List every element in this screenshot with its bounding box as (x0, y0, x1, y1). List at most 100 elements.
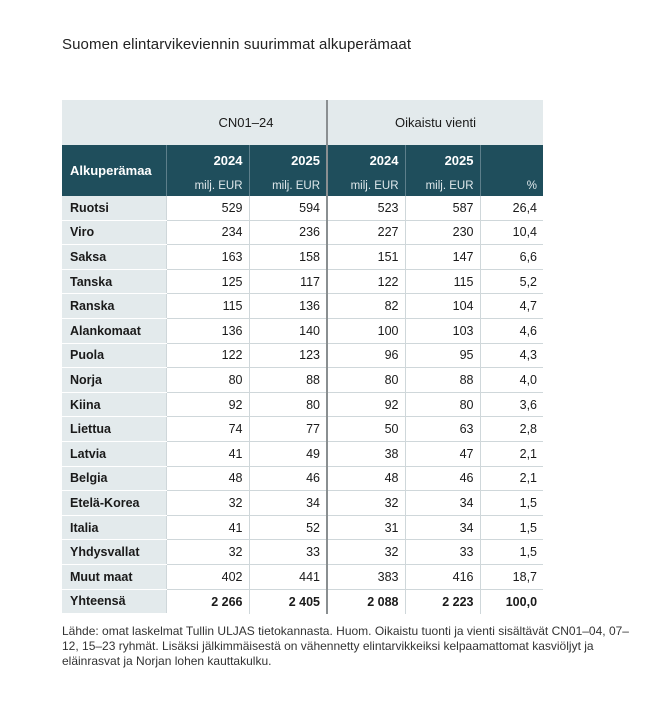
row-header-country: Alkuperämaa (62, 145, 166, 196)
value-cell: 74 (165, 416, 249, 442)
table-row: Etelä-Korea 32 34 32 34 1,5 (62, 490, 544, 516)
country-name: Yhdysvallat (62, 539, 166, 565)
group-header-empty (62, 100, 166, 145)
table-row: Latvia 41 49 38 47 2,1 (62, 441, 544, 467)
unit-header: milj. EUR (248, 176, 327, 196)
value-cell: 33 (404, 539, 480, 565)
table-row: Viro 234 236 227 230 10,4 (62, 220, 544, 246)
group-header-adjusted: Oikaistu vienti (325, 100, 544, 145)
table-row: Italia 41 52 31 34 1,5 (62, 515, 544, 541)
total-row: Yhteensä 2 266 2 405 2 088 2 223 100,0 (62, 589, 544, 615)
value-cell: 2,1 (479, 466, 544, 492)
value-cell: 48 (165, 466, 249, 492)
value-cell: 402 (165, 564, 249, 590)
unit-header: % (479, 176, 544, 196)
value-cell: 151 (326, 244, 405, 270)
unit-header: milj. EUR (326, 176, 405, 196)
value-cell: 77 (248, 416, 327, 442)
value-cell: 123 (248, 343, 327, 369)
value-cell: 2,8 (479, 416, 544, 442)
country-name: Saksa (62, 244, 166, 270)
country-name: Italia (62, 515, 166, 541)
value-cell: 34 (404, 515, 480, 541)
value-cell: 117 (248, 269, 327, 295)
value-cell: 523 (326, 196, 405, 221)
value-cell: 104 (404, 293, 480, 319)
table-row: Ruotsi 529 594 523 587 26,4 (62, 196, 544, 221)
value-cell: 1,5 (479, 515, 544, 541)
value-cell: 103 (404, 318, 480, 344)
value-cell: 32 (326, 490, 405, 516)
value-cell: 92 (326, 392, 405, 418)
value-cell: 100 (326, 318, 405, 344)
value-cell: 587 (404, 196, 480, 221)
value-cell: 6,6 (479, 244, 544, 270)
country-name: Norja (62, 367, 166, 393)
value-cell: 2 405 (248, 589, 327, 614)
value-cell: 115 (404, 269, 480, 295)
value-cell: 122 (326, 269, 405, 295)
export-table: CN01–24 Oikaistu vienti Alkuperämaa 2024… (62, 100, 544, 615)
value-cell: 2 223 (404, 589, 480, 614)
value-cell: 234 (165, 220, 249, 246)
value-cell: 529 (165, 196, 249, 221)
value-cell: 63 (404, 416, 480, 442)
value-cell: 38 (326, 441, 405, 467)
value-cell: 136 (165, 318, 249, 344)
value-cell: 4,7 (479, 293, 544, 319)
value-cell: 96 (326, 343, 405, 369)
value-cell: 115 (165, 293, 249, 319)
country-name: Kiina (62, 392, 166, 418)
table-row: Yhdysvallat 32 33 32 33 1,5 (62, 539, 544, 565)
value-cell: 158 (248, 244, 327, 270)
value-cell: 48 (326, 466, 405, 492)
value-cell: 88 (404, 367, 480, 393)
unit-header: milj. EUR (165, 176, 249, 196)
value-cell: 2,1 (479, 441, 544, 467)
value-cell: 95 (404, 343, 480, 369)
value-cell: 80 (248, 392, 327, 418)
value-cell: 4,3 (479, 343, 544, 369)
value-cell: 4,6 (479, 318, 544, 344)
value-cell: 32 (165, 490, 249, 516)
value-cell: 227 (326, 220, 405, 246)
unit-header: milj. EUR (404, 176, 480, 196)
value-cell: 26,4 (479, 196, 544, 221)
value-cell: 140 (248, 318, 327, 344)
value-cell: 230 (404, 220, 480, 246)
year-header: 2024 (165, 145, 249, 176)
value-cell: 46 (404, 466, 480, 492)
value-cell: 1,5 (479, 539, 544, 565)
year-header: 2025 (248, 145, 327, 176)
value-cell: 32 (326, 539, 405, 565)
value-cell: 92 (165, 392, 249, 418)
value-cell: 82 (326, 293, 405, 319)
value-cell: 88 (248, 367, 327, 393)
value-cell: 136 (248, 293, 327, 319)
value-cell: 33 (248, 539, 327, 565)
country-name: Etelä-Korea (62, 490, 166, 516)
group-header-row: CN01–24 Oikaistu vienti (62, 100, 544, 145)
table-row: Belgia 48 46 48 46 2,1 (62, 466, 544, 492)
source-note: Lähde: omat laskelmat Tullin ULJAS tieto… (62, 624, 629, 668)
country-name: Alankomaat (62, 318, 166, 344)
value-cell: 594 (248, 196, 327, 221)
value-cell: 80 (326, 367, 405, 393)
year-header (479, 145, 544, 176)
table-row: Norja 80 88 80 88 4,0 (62, 367, 544, 393)
country-name: Liettua (62, 416, 166, 442)
value-cell: 34 (248, 490, 327, 516)
group-header-cn: CN01–24 (166, 100, 327, 145)
value-cell: 49 (248, 441, 327, 467)
value-cell: 163 (165, 244, 249, 270)
value-cell: 236 (248, 220, 327, 246)
value-cell: 3,6 (479, 392, 544, 418)
value-cell: 2 266 (165, 589, 249, 614)
value-cell: 125 (165, 269, 249, 295)
table-row: Ranska 115 136 82 104 4,7 (62, 293, 544, 319)
table-row: Liettua 74 77 50 63 2,8 (62, 416, 544, 442)
country-name: Puola (62, 343, 166, 369)
value-cell: 41 (165, 515, 249, 541)
value-cell: 2 088 (326, 589, 405, 614)
value-cell: 50 (326, 416, 405, 442)
